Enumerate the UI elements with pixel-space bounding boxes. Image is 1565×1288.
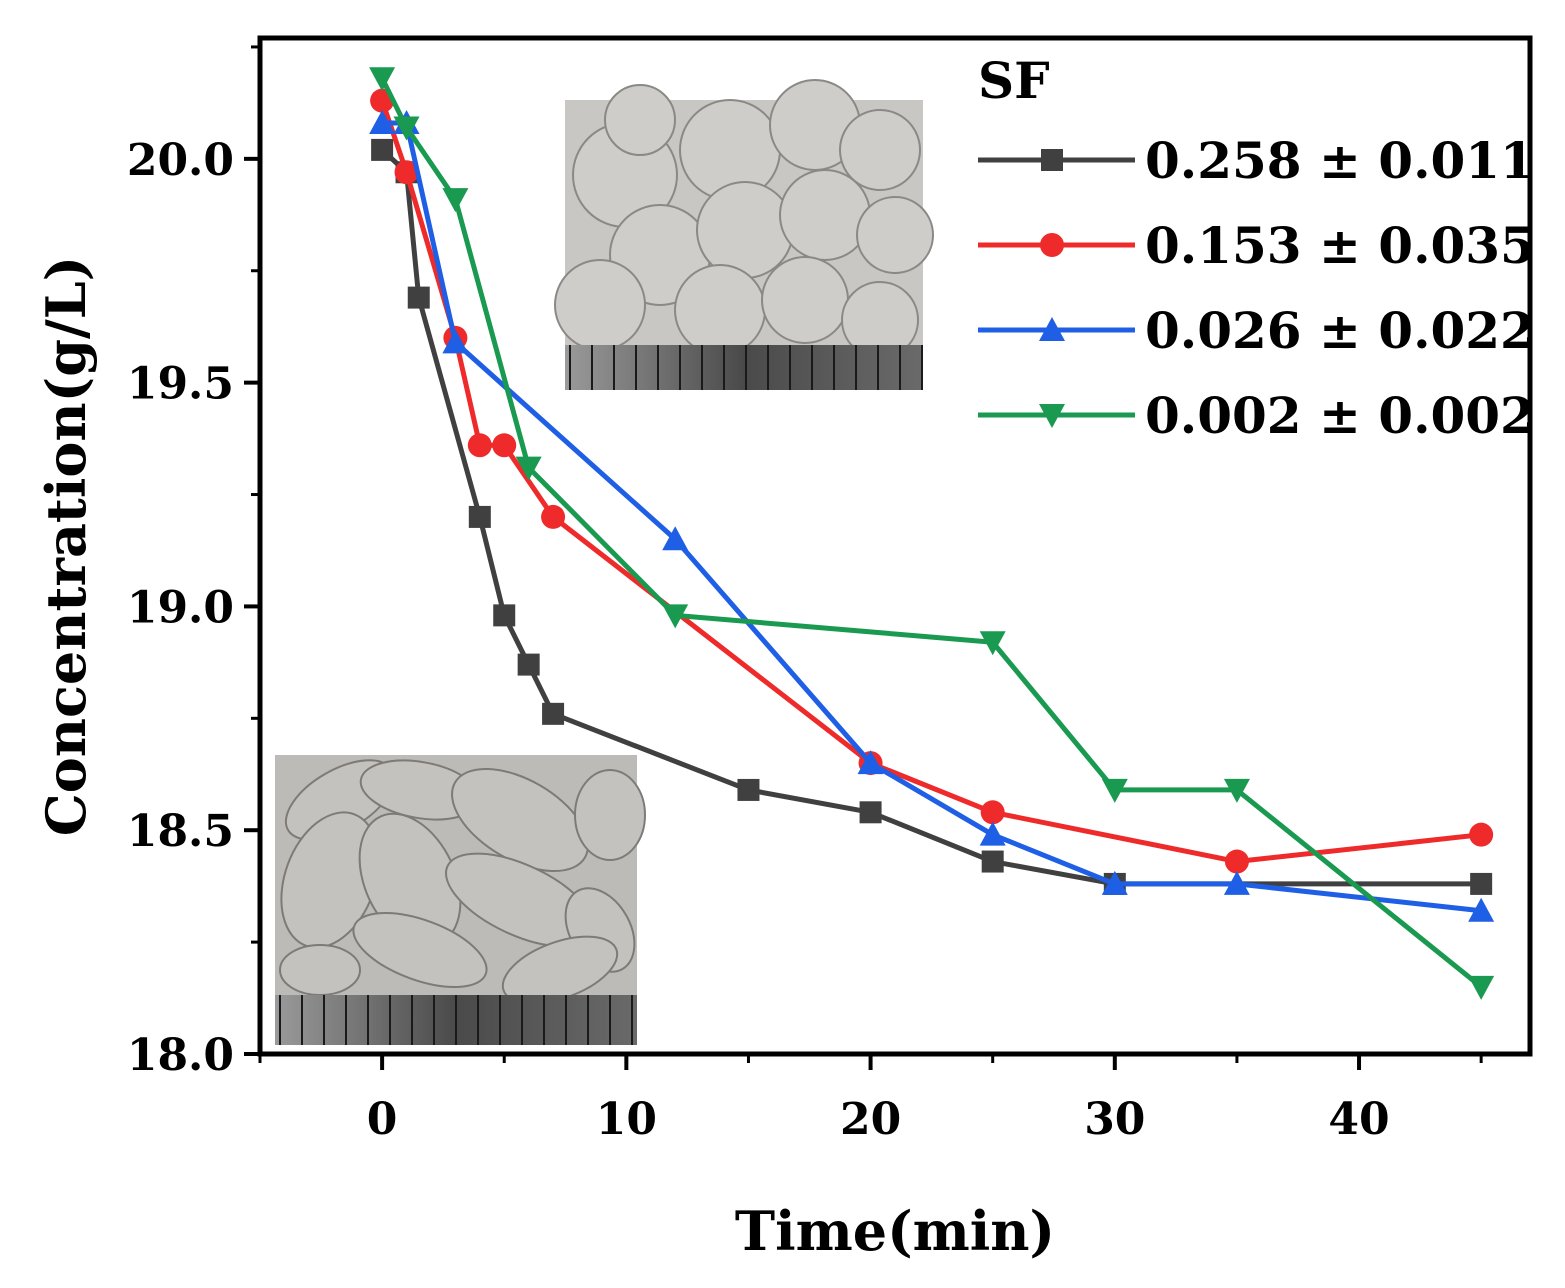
- legend: SF 0.258 ± 0.011 0.153 ± 0.035 0.026 ± 0.0…: [978, 51, 1535, 445]
- data-point: [1224, 849, 1249, 874]
- data-point: [980, 800, 1005, 825]
- data-point: [1468, 897, 1495, 922]
- x-tick-label: 40: [1328, 1094, 1389, 1145]
- legend-label: 0.153 ± 0.035: [1145, 216, 1535, 275]
- data-point: [1469, 822, 1494, 847]
- data-point: [541, 504, 566, 529]
- data-point: [857, 750, 884, 775]
- legend-label: 0.002 ± 0.002: [1145, 386, 1535, 445]
- legend-item: 0.153 ± 0.035: [978, 216, 1535, 275]
- x-axis-title: Time(min): [735, 1199, 1055, 1263]
- x-tick-label: 10: [596, 1094, 657, 1145]
- data-point: [467, 433, 492, 458]
- legend-marker: [1041, 149, 1063, 171]
- series-1: [371, 138, 1493, 895]
- x-tick-label: 0: [367, 1094, 398, 1145]
- legend-label: 0.258 ± 0.011: [1145, 131, 1535, 190]
- data-point: [1468, 975, 1495, 1000]
- data-point: [369, 67, 396, 92]
- y-tick-label: 18.5: [127, 806, 234, 857]
- data-point: [979, 821, 1006, 846]
- circular-droplets-photo-icon: [554, 79, 934, 390]
- data-point: [662, 604, 689, 629]
- legend-item: 0.026 ± 0.022: [978, 301, 1535, 360]
- y-tick-label: 18.0: [127, 1030, 234, 1081]
- plot-frame: [257, 35, 1533, 1057]
- data-point: [369, 110, 396, 135]
- data-point: [662, 526, 689, 551]
- y-tick-label: 19.5: [127, 359, 234, 410]
- legend-item: 0.258 ± 0.011: [978, 131, 1535, 190]
- data-point: [442, 188, 469, 213]
- data-point: [407, 286, 430, 309]
- y-tick-label: 20.0: [127, 135, 234, 186]
- legend-label: 0.026 ± 0.022: [1145, 301, 1535, 360]
- data-point: [492, 433, 517, 458]
- series-line: [379, 99, 1482, 865]
- data-point: [979, 631, 1006, 656]
- data-point: [468, 505, 491, 528]
- data-point: [1223, 870, 1250, 895]
- data-point: [859, 801, 882, 824]
- series-line: [380, 148, 1482, 887]
- data-point: [1470, 872, 1493, 895]
- y-tick-label: 19.0: [127, 582, 234, 633]
- x-tick-label: 30: [1084, 1094, 1145, 1145]
- data-point: [981, 850, 1004, 873]
- legend-marker: [1039, 404, 1065, 428]
- data-point: [737, 778, 760, 801]
- data-point: [515, 456, 542, 481]
- data-point: [393, 116, 420, 141]
- data-point: [371, 138, 394, 161]
- legend-marker: [1039, 317, 1065, 341]
- y-axis-title: Concentration(g/L): [34, 256, 98, 836]
- legend-item: 0.002 ± 0.002: [978, 386, 1535, 445]
- elongated-droplets-photo-icon: [275, 755, 646, 1045]
- data-point: [1223, 778, 1250, 803]
- legend-title: SF: [978, 51, 1050, 110]
- data-point: [517, 653, 540, 676]
- data-point: [394, 160, 419, 185]
- data-point: [542, 702, 565, 725]
- legend-marker: [1040, 233, 1064, 257]
- x-tick-label: 20: [840, 1094, 901, 1145]
- data-point: [1101, 870, 1128, 895]
- data-point: [493, 604, 516, 627]
- data-point: [1101, 778, 1128, 803]
- data-point: [442, 329, 469, 354]
- series-4: [369, 67, 1495, 1000]
